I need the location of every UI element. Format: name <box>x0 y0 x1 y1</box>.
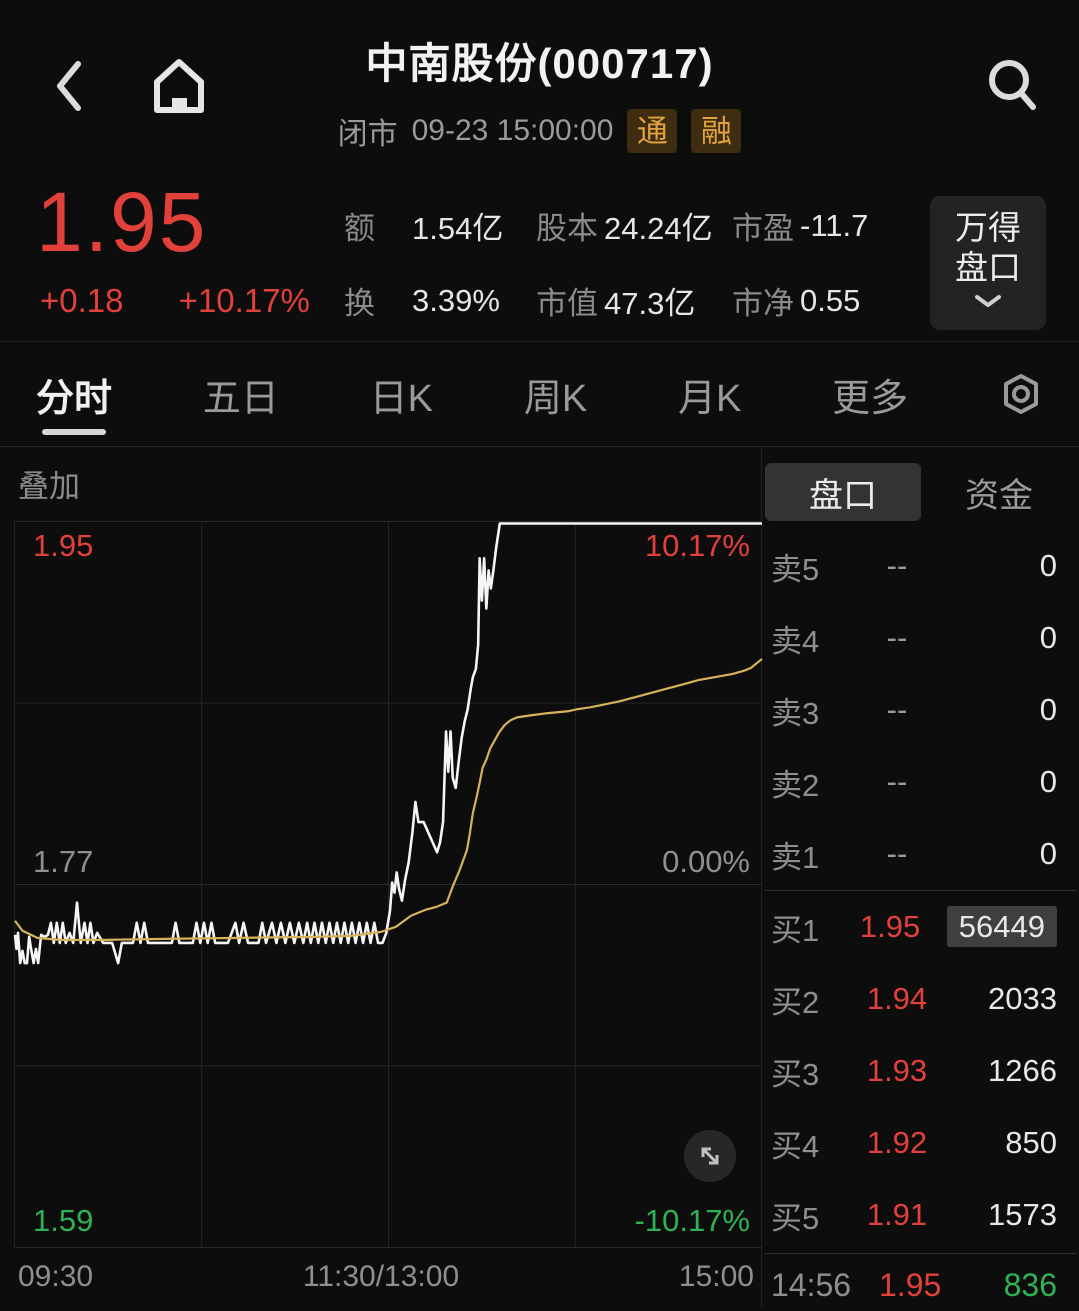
ask-rows: 卖5 -- 0 卖4 -- 0 卖3 -- 0 卖2 -- 0 卖1 -- <box>763 530 1079 890</box>
title-block: 中南股份(000717) 闭市 09-23 15:00:00 通 融 <box>0 30 1079 153</box>
last-price: 1.95 <box>36 175 208 269</box>
quote-section: 1.95 +0.18 +10.17% 额 1.54亿 股本 24.24亿 市盈 … <box>0 160 1079 341</box>
chart-column: 叠加 1.95 10.17% 1.77 0.00% 1.59 -10.17% <box>0 447 762 1307</box>
time-label-close: 15:00 <box>678 1260 754 1293</box>
expand-icon <box>701 1147 719 1165</box>
back-button[interactable] <box>52 56 86 116</box>
chevron-left-icon <box>57 61 81 111</box>
stat-pb: 市净 0.55 <box>732 282 861 322</box>
bid1-volume-highlight: 56449 <box>946 906 1057 947</box>
stats-grid: 额 1.54亿 股本 24.24亿 市盈 -11.7 换 3.39% 市值 47… <box>344 202 902 324</box>
ask-row-5[interactable]: 卖5 -- 0 <box>771 548 1057 587</box>
stat-share-capital: 股本 24.24亿 <box>536 211 713 246</box>
bid-row-2[interactable]: 买2 1.94 2033 <box>771 981 1057 1020</box>
market-status: 闭市 <box>337 118 398 151</box>
chevron-down-icon <box>975 295 1001 307</box>
quote-timestamp: 09-23 15:00:00 <box>411 114 614 147</box>
tab-intraday[interactable]: 分时 <box>36 367 112 422</box>
ask-row-3[interactable]: 卖3 -- 0 <box>771 692 1057 731</box>
tab-five-day[interactable]: 五日 <box>202 377 279 420</box>
price-change-row: +0.18 +10.17% <box>40 282 356 320</box>
tab-more[interactable]: 更多 <box>832 377 909 420</box>
bid-row-4[interactable]: 买4 1.92 850 <box>771 1125 1057 1164</box>
tab-orderbook[interactable]: 盘口 <box>765 463 921 521</box>
bid-row-5[interactable]: 买5 1.91 1573 <box>771 1197 1057 1236</box>
orderbook-tabs: 盘口 资金 <box>765 463 1077 521</box>
price-change-pct: +10.17% <box>178 282 310 319</box>
bid-rows: 买1 1.95 56449 买2 1.94 2033 买3 1.93 1266 … <box>763 891 1079 1251</box>
home-button[interactable] <box>148 54 210 118</box>
badge-margin-tong: 通 <box>627 109 678 153</box>
badge-margin-rong: 融 <box>691 109 742 153</box>
y-label-low: 1.59 <box>33 1203 94 1238</box>
home-icon <box>154 59 204 113</box>
tab-monthly-k[interactable]: 月K <box>678 377 742 420</box>
content: 叠加 1.95 10.17% 1.77 0.00% 1.59 -10.17% <box>0 447 1079 1307</box>
stat-market-cap: 市值 47.3亿 <box>536 286 696 321</box>
stat-turnover: 换 3.39% <box>344 282 500 322</box>
price-change: +0.18 <box>40 282 124 319</box>
fullscreen-button[interactable] <box>684 1130 736 1182</box>
tab-weekly-k[interactable]: 周K <box>523 377 588 420</box>
ask-row-1[interactable]: 卖1 -- 0 <box>771 836 1057 875</box>
bid-row-1[interactable]: 买1 1.95 56449 <box>763 891 1079 963</box>
quote-subtitle: 闭市 09-23 15:00:00 通 融 <box>0 109 1079 153</box>
bid-row-3[interactable]: 买3 1.93 1266 <box>771 1053 1057 1092</box>
y-label-high: 1.95 <box>33 528 94 563</box>
search-icon <box>989 60 1036 110</box>
ask-row-2[interactable]: 卖2 -- 0 <box>771 764 1057 803</box>
search-button[interactable] <box>983 56 1043 116</box>
time-axis: 09:30 11:30/13:00 15:00 <box>0 1248 762 1306</box>
y-label-low-pct: -10.17% <box>634 1203 750 1238</box>
chart-settings-button[interactable] <box>999 372 1043 416</box>
tab-daily-k[interactable]: 日K <box>369 377 434 420</box>
page-title: 中南股份(000717) <box>365 40 714 87</box>
app-header: 中南股份(000717) 闭市 09-23 15:00:00 通 融 <box>0 0 1079 160</box>
ask-row-4[interactable]: 卖4 -- 0 <box>771 620 1057 659</box>
tab-funds[interactable]: 资金 <box>965 476 1033 515</box>
y-label-zero-pct: 0.00% <box>662 844 750 879</box>
stat-pe: 市盈 -11.7 <box>732 207 869 247</box>
time-label-noon: 11:30/13:00 <box>302 1260 460 1293</box>
time-label-open: 09:30 <box>18 1260 94 1293</box>
overlay-button[interactable]: 叠加 <box>18 469 80 504</box>
stat-amount: 额 1.54亿 <box>344 211 504 246</box>
orderbook-divider-bottom <box>765 1253 1077 1254</box>
gear-icon <box>1004 374 1038 414</box>
period-tabbar: 分时 五日 日K 周K 月K 更多 <box>0 341 1079 447</box>
latest-tick-row[interactable]: 14:56 1.95 836 <box>771 1266 1057 1303</box>
y-label-high-pct: 10.17% <box>644 528 750 563</box>
orderbook-divider-mid <box>765 890 1077 891</box>
y-label-prevclose: 1.77 <box>33 844 94 879</box>
intraday-chart <box>15 522 762 1247</box>
wande-orderbook-button[interactable]: 万得 盘口 <box>930 196 1046 330</box>
orderbook-panel: 盘口 资金 卖5 -- 0 卖4 -- 0 卖3 -- 0 卖2 -- 0 <box>763 447 1079 1307</box>
intraday-plot[interactable]: 1.95 10.17% 1.77 0.00% 1.59 -10.17% <box>14 521 762 1248</box>
